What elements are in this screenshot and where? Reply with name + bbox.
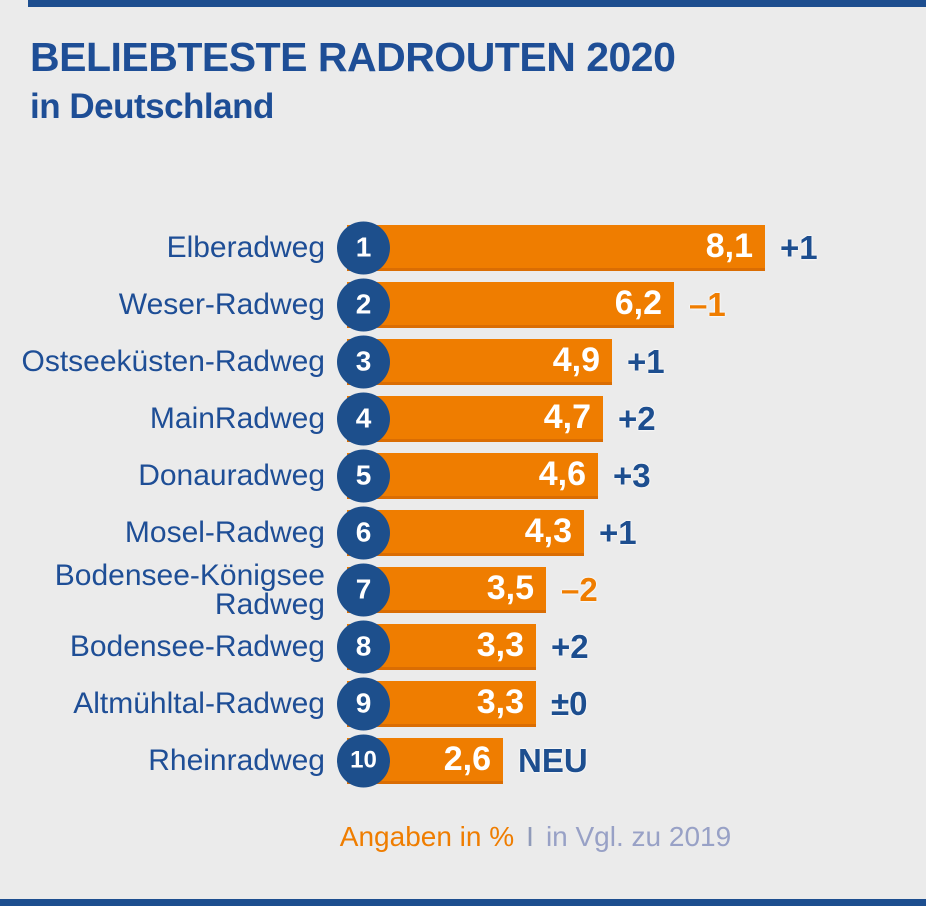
value-label: 2,6 bbox=[443, 739, 491, 778]
bar-track: 3 4,9 +1 bbox=[337, 333, 926, 390]
rank-badge: 5 bbox=[337, 449, 390, 502]
value-label: 4,3 bbox=[524, 511, 572, 550]
value-bar: 6,2 bbox=[347, 281, 674, 328]
footnote-separator: I bbox=[526, 821, 534, 852]
rank-badge: 9 bbox=[337, 677, 390, 730]
bar-track: 9 3,3 ±0 bbox=[337, 675, 926, 732]
chart-row: Ostseeküsten-Radweg 3 4,9 +1 bbox=[0, 333, 926, 390]
route-label: Rheinradweg bbox=[148, 744, 325, 777]
rank-badge: 3 bbox=[337, 335, 390, 388]
rank-badge: 2 bbox=[337, 278, 390, 331]
value-label: 3,5 bbox=[486, 568, 534, 607]
value-bar: 4,9 bbox=[347, 338, 612, 385]
chart-row: Bodensee-Königsee Radweg 7 3,5 –2 bbox=[0, 558, 926, 621]
bottom-rule bbox=[0, 899, 926, 906]
chart-row: Bodensee-Radweg 8 3,3 +2 bbox=[0, 618, 926, 675]
rank-badge: 7 bbox=[337, 563, 390, 616]
header: BELIEBTESTE RADROUTEN 2020 in Deutschlan… bbox=[0, 0, 926, 127]
comparison-note: in Vgl. zu 2019 bbox=[545, 821, 732, 852]
chart-row: Donauradweg 5 4,6 +3 bbox=[0, 447, 926, 504]
chart-row: MainRadweg 4 4,7 +2 bbox=[0, 390, 926, 447]
value-label: 4,9 bbox=[552, 340, 600, 379]
bar-track: 7 3,5 –2 bbox=[337, 561, 926, 618]
value-label: 4,6 bbox=[538, 454, 586, 493]
bar-track: 5 4,6 +3 bbox=[337, 447, 926, 504]
bar-track: 2 6,2 –1 bbox=[337, 276, 926, 333]
rank-badge: 1 bbox=[337, 221, 390, 274]
rank-badge: 8 bbox=[337, 620, 390, 673]
route-label: Mosel-Radweg bbox=[124, 516, 325, 549]
change-label: ±0 bbox=[551, 684, 588, 722]
chart-row: Rheinradweg 10 2,6 NEU bbox=[0, 732, 926, 789]
change-label: +1 bbox=[627, 342, 665, 380]
route-label: Altmühltal-Radweg bbox=[73, 687, 325, 720]
bar-track: 6 4,3 +1 bbox=[337, 504, 926, 561]
route-label: Ostseeküsten-Radweg bbox=[21, 345, 326, 378]
change-label: +3 bbox=[613, 456, 651, 494]
chart-row: Elberadweg 1 8,1 +1 bbox=[0, 219, 926, 276]
change-label: –2 bbox=[561, 570, 598, 608]
unit-note: Angaben in % bbox=[339, 821, 515, 852]
rank-badge: 6 bbox=[337, 506, 390, 559]
value-label: 8,1 bbox=[705, 226, 753, 265]
bar-track: 10 2,6 NEU bbox=[337, 732, 926, 789]
route-label: Bodensee-Königsee Radweg bbox=[54, 558, 325, 621]
page-title: BELIEBTESTE RADROUTEN 2020 bbox=[30, 34, 676, 80]
value-label: 3,3 bbox=[476, 625, 524, 664]
rank-badge: 10 bbox=[337, 734, 390, 787]
change-label: +1 bbox=[599, 513, 637, 551]
top-rule bbox=[28, 0, 926, 7]
bar-track: 4 4,7 +2 bbox=[337, 390, 926, 447]
route-label: Elberadweg bbox=[166, 231, 325, 264]
rank-badge: 4 bbox=[337, 392, 390, 445]
bar-chart: Elberadweg 1 8,1 +1 Weser-Radweg 2 6,2 –1 Ostsee… bbox=[0, 219, 926, 789]
chart-row: Mosel-Radweg 6 4,3 +1 bbox=[0, 504, 926, 561]
page-subtitle: in Deutschland bbox=[30, 87, 274, 126]
value-label: 3,3 bbox=[476, 682, 524, 721]
change-label: NEU bbox=[518, 741, 588, 779]
route-label: MainRadweg bbox=[149, 402, 325, 435]
value-label: 4,7 bbox=[543, 397, 591, 436]
bar-track: 1 8,1 +1 bbox=[337, 219, 926, 276]
change-label: +2 bbox=[618, 399, 656, 437]
change-label: +1 bbox=[780, 228, 818, 266]
route-label: Weser-Radweg bbox=[118, 288, 325, 321]
change-label: –1 bbox=[689, 285, 726, 323]
chart-row: Weser-Radweg 2 6,2 –1 bbox=[0, 276, 926, 333]
value-bar: 8,1 bbox=[347, 224, 765, 271]
bar-track: 8 3,3 +2 bbox=[337, 618, 926, 675]
route-label: Donauradweg bbox=[138, 459, 325, 492]
chart-row: Altmühltal-Radweg 9 3,3 ±0 bbox=[0, 675, 926, 732]
change-label: +2 bbox=[551, 627, 589, 665]
route-label: Bodensee-Radweg bbox=[69, 630, 325, 663]
value-label: 6,2 bbox=[614, 283, 662, 322]
